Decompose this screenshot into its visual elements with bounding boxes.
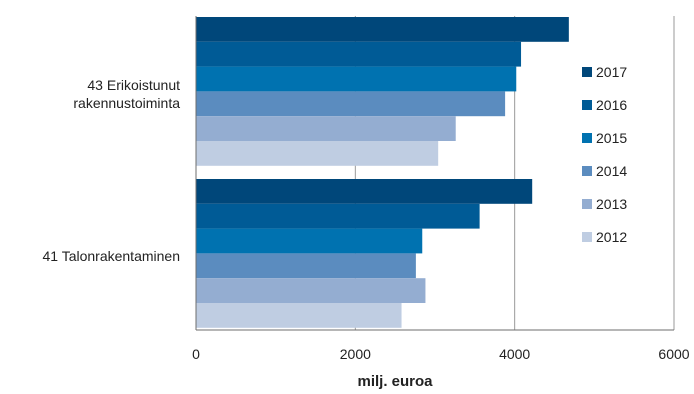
category-labels: 43 Erikoistunut rakennustoiminta 41 Talonr… [42, 77, 180, 264]
legend-label-2014: 2014 [596, 163, 627, 179]
legend-swatch-2016 [582, 100, 592, 110]
category-label-1: 41 Talonrakentaminen [42, 248, 180, 264]
bar-2016-cat-1 [196, 203, 480, 229]
bar-2015-cat-1 [196, 228, 423, 254]
bar-2015-cat-0 [196, 66, 517, 92]
bar-2014-cat-1 [196, 253, 416, 279]
bar-2013-cat-1 [196, 278, 426, 303]
category-label-0: 43 Erikoistunut rakennustoiminta [73, 77, 180, 111]
legend-label-2015: 2015 [596, 130, 627, 146]
x-tick-label-2000: 2000 [340, 346, 371, 362]
x-tick-label-4000: 4000 [499, 346, 530, 362]
legend-swatch-2013 [582, 199, 592, 209]
x-tick-label-0: 0 [192, 346, 200, 362]
bar-2013-cat-0 [196, 116, 456, 141]
legend-label-2017: 2017 [596, 64, 627, 80]
legend-swatch-2012 [582, 232, 592, 242]
bar-2012-cat-0 [196, 141, 439, 166]
legend-label-2012: 2012 [596, 229, 627, 245]
x-tick-labels: 0 2000 4000 6000 [192, 346, 690, 362]
bar-2012-cat-1 [196, 303, 402, 328]
legend-swatch-2014 [582, 166, 592, 176]
x-axis-label: milj. euroa [357, 373, 433, 390]
legend-label-2016: 2016 [596, 97, 627, 113]
legend-label-2013: 2013 [596, 196, 627, 212]
legend-swatch-2015 [582, 133, 592, 143]
legend: 2017 2016 2015 2014 2013 2012 [582, 64, 627, 245]
bar-2017-cat-1 [196, 179, 533, 204]
bar-2017-cat-0 [196, 17, 569, 42]
bar-2014-cat-0 [196, 91, 506, 117]
bar-2016-cat-0 [196, 41, 522, 67]
x-tick-label-6000: 6000 [658, 346, 689, 362]
legend-swatch-2017 [582, 67, 592, 77]
bars [196, 17, 569, 328]
